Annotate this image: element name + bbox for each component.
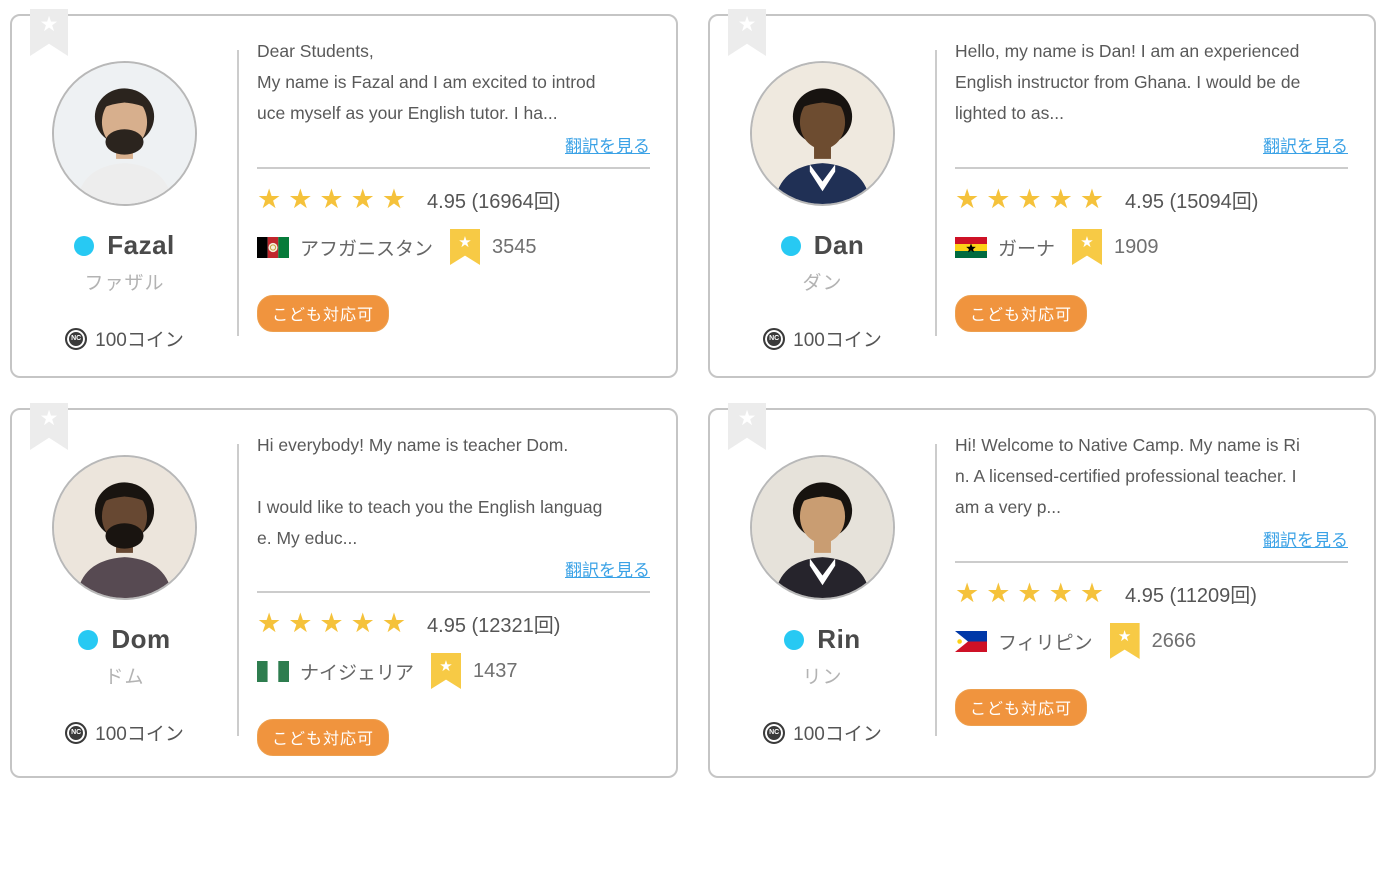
- avatar-image: [54, 63, 195, 204]
- tutor-name-kana: リン: [802, 667, 843, 688]
- tutor-summary-column: Fazal ファザル NC 100コイン: [12, 16, 237, 376]
- section-divider: [955, 167, 1348, 169]
- favorite-badge-icon: ★: [431, 653, 462, 689]
- ribbon-star-icon: ★: [737, 407, 757, 430]
- avatar[interactable]: [750, 61, 895, 206]
- tutor-card-dom[interactable]: ★ Dom ドム NC 100: [10, 403, 678, 778]
- avatar-image: [752, 63, 893, 204]
- tutor-name: Fazal: [107, 230, 175, 260]
- afghanistan-flag-icon: [257, 236, 289, 258]
- badge-star-icon: ★: [439, 658, 453, 675]
- tutor-name: Dom: [111, 624, 171, 654]
- tutor-summary-column: Rin リン NC 100コイン: [710, 410, 935, 776]
- section-divider: [257, 167, 650, 169]
- avatar[interactable]: [750, 455, 895, 600]
- favorite-count: 3545: [492, 235, 537, 258]
- avatar[interactable]: [52, 61, 197, 206]
- tutor-summary-column: Dom ドム NC 100コイン: [12, 410, 237, 776]
- favorite-badge-icon: ★: [1109, 623, 1140, 659]
- tutor-summary-column: Dan ダン NC 100コイン: [710, 16, 935, 376]
- coin-price: 100コイン: [95, 724, 184, 745]
- tutor-name-kana: ドム: [104, 667, 145, 688]
- view-translation-link[interactable]: 翻訳を見る: [565, 561, 650, 580]
- nigeria-flag-icon: [257, 660, 289, 682]
- tutor-description: Hi everybody! My name is teacher Dom. I …: [257, 435, 603, 548]
- tutor-card-rin[interactable]: ★ Rin リン NC 100: [708, 403, 1376, 778]
- tutor-description: Hi! Welcome to Native Camp. My name is R…: [955, 435, 1300, 517]
- avatar[interactable]: [52, 455, 197, 600]
- tutor-name-kana: ダン: [802, 273, 843, 294]
- tutor-name: Rin: [817, 624, 861, 654]
- view-translation-link[interactable]: 翻訳を見る: [565, 137, 650, 156]
- kids-supported-badge: こども対応可: [955, 295, 1088, 332]
- bookmark-ribbon-icon[interactable]: ★: [728, 9, 766, 56]
- philippines-flag-icon: [955, 630, 987, 652]
- tutor-card-fazal[interactable]: ★ Fazal ファザル NC: [10, 9, 678, 378]
- country-name: アフガニスタン: [300, 238, 434, 260]
- coin-price: 100コイン: [793, 330, 882, 351]
- star-rating-icons: ★★★★★: [955, 184, 1112, 214]
- tutor-card-dan[interactable]: ★ Dan ダン NC 100: [708, 9, 1376, 378]
- kids-supported-badge: こども対応可: [257, 295, 390, 332]
- tutor-detail-column: Hi everybody! My name is teacher Dom. I …: [239, 410, 676, 776]
- favorite-count: 2666: [1151, 629, 1197, 652]
- ghana-flag-icon: [955, 236, 987, 258]
- column-divider: [237, 444, 239, 736]
- tutor-card-grid: ★ Fazal ファザル NC: [10, 9, 1376, 778]
- tutor-detail-column: Hi! Welcome to Native Camp. My name is R…: [937, 410, 1374, 776]
- badge-star-icon: ★: [458, 234, 472, 251]
- nc-coin-icon: NC: [65, 327, 88, 350]
- ribbon-star-icon: ★: [39, 13, 59, 36]
- online-status-dot: [78, 629, 99, 650]
- country-name: ガーナ: [998, 238, 1056, 260]
- view-translation-link[interactable]: 翻訳を見る: [1263, 137, 1348, 156]
- badge-star-icon: ★: [1080, 234, 1094, 251]
- ribbon-star-icon: ★: [39, 407, 59, 430]
- kids-supported-badge: こども対応可: [955, 689, 1088, 726]
- favorite-badge-icon: ★: [450, 229, 481, 265]
- nc-coin-icon: NC: [65, 721, 88, 744]
- tutor-description: Hello, my name is Dan! I am an experienc…: [955, 41, 1301, 123]
- country-name: ナイジェリア: [300, 662, 415, 684]
- tutor-name: Dan: [813, 230, 865, 260]
- online-status-dot: [784, 629, 805, 650]
- rating-value: 4.95 (15094回): [1125, 191, 1259, 213]
- online-status-dot: [780, 235, 801, 256]
- favorite-count: 1437: [473, 659, 518, 682]
- section-divider: [955, 561, 1348, 563]
- rating-value: 4.95 (12321回): [427, 615, 561, 637]
- section-divider: [257, 591, 650, 593]
- coin-price: 100コイン: [793, 724, 882, 745]
- coin-price: 100コイン: [95, 330, 184, 351]
- rating-value: 4.95 (11209回): [1125, 585, 1257, 607]
- country-name: フィリピン: [998, 632, 1093, 654]
- star-rating-icons: ★★★★★: [955, 578, 1112, 608]
- online-status-dot: [74, 235, 95, 256]
- view-translation-link[interactable]: 翻訳を見る: [1263, 531, 1348, 550]
- star-rating-icons: ★★★★★: [257, 608, 414, 638]
- tutor-description: Dear Students, My name is Fazal and I am…: [257, 41, 596, 123]
- badge-star-icon: ★: [1117, 628, 1132, 645]
- star-rating-icons: ★★★★★: [257, 184, 414, 214]
- tutor-detail-column: Dear Students, My name is Fazal and I am…: [239, 16, 676, 376]
- ribbon-star-icon: ★: [737, 13, 757, 36]
- column-divider: [237, 50, 239, 336]
- favorite-count: 1909: [1114, 235, 1159, 258]
- nc-coin-icon: NC: [763, 327, 786, 350]
- avatar-image: [752, 457, 893, 598]
- tutor-name-kana: ファザル: [84, 273, 165, 294]
- column-divider: [935, 444, 937, 736]
- kids-supported-badge: こども対応可: [257, 719, 390, 756]
- avatar-image: [54, 457, 195, 598]
- tutor-detail-column: Hello, my name is Dan! I am an experienc…: [937, 16, 1374, 376]
- nc-coin-icon: NC: [763, 721, 786, 744]
- favorite-badge-icon: ★: [1072, 229, 1103, 265]
- column-divider: [935, 50, 937, 336]
- rating-value: 4.95 (16964回): [427, 191, 561, 213]
